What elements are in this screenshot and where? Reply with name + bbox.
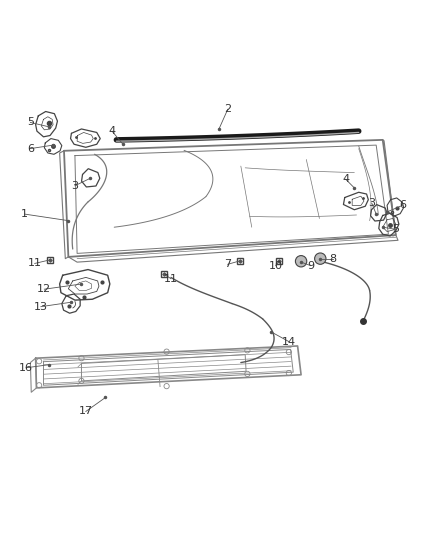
- Text: 5: 5: [392, 224, 399, 235]
- Text: 16: 16: [19, 363, 33, 373]
- Text: 12: 12: [37, 284, 51, 294]
- Text: 10: 10: [269, 261, 283, 271]
- Text: 3: 3: [71, 181, 78, 191]
- Circle shape: [295, 256, 307, 267]
- Text: 1: 1: [21, 209, 28, 219]
- Circle shape: [314, 253, 326, 264]
- Text: 7: 7: [224, 260, 231, 269]
- Text: 2: 2: [224, 104, 231, 114]
- Text: 17: 17: [79, 407, 93, 416]
- Text: 6: 6: [399, 200, 406, 211]
- Text: 6: 6: [27, 143, 34, 154]
- Text: 14: 14: [282, 337, 296, 346]
- Text: 4: 4: [342, 174, 349, 184]
- Text: 9: 9: [307, 261, 314, 271]
- Text: 11: 11: [28, 259, 42, 269]
- Text: 5: 5: [27, 117, 34, 127]
- Text: 11: 11: [164, 274, 178, 284]
- Text: 13: 13: [34, 302, 48, 312]
- Text: 4: 4: [109, 126, 116, 136]
- Text: 8: 8: [329, 254, 336, 264]
- Text: 3: 3: [368, 198, 375, 208]
